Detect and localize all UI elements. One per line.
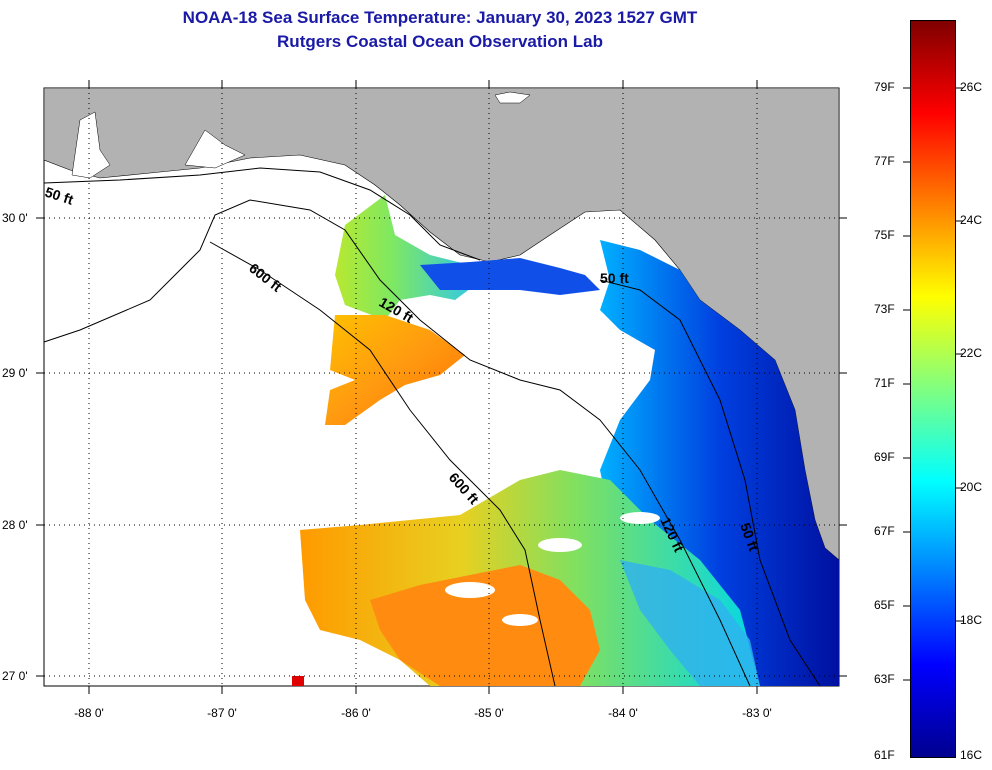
longitude-label: -87 0' [207, 706, 237, 720]
contour-line-50ft-east [599, 279, 821, 687]
colorbar-label-f: 67F [874, 524, 895, 538]
colorbar-label-f: 61F [874, 748, 895, 762]
colorbar-label-f: 71F [874, 376, 895, 390]
colorbar-label-f: 65F [874, 598, 895, 612]
longitude-label: -84 0' [608, 706, 638, 720]
longitude-label: -86 0' [341, 706, 371, 720]
longitude-label: -85 0' [474, 706, 504, 720]
contour-line-120ft [43, 199, 751, 687]
bay-area [71, 111, 111, 179]
latitude-label: 27 0' [2, 669, 28, 683]
tick-marks [36, 80, 847, 694]
longitude-label: -88 0' [74, 706, 104, 720]
colorbar-label-c: 16C [960, 748, 983, 762]
cloud-gap [445, 582, 495, 598]
colorbar-label-f: 79F [874, 80, 895, 94]
colorbar-ticks [903, 87, 963, 681]
map-subtitle: Rutgers Coastal Ocean Observation Lab [277, 32, 603, 51]
cloud-gap [538, 538, 582, 552]
colorbar-label-c: 18C [960, 613, 983, 627]
contour-line-600ft [209, 241, 556, 687]
temperature-colorbar [910, 20, 956, 758]
latitude-label: 29 0' [2, 366, 28, 380]
sst-patch-south-warm [370, 565, 600, 686]
contour-line-50ft-west [43, 167, 481, 261]
colorbar-label-f: 73F [874, 302, 895, 316]
sst-patch-big-bend [420, 258, 600, 295]
bay-area [184, 129, 246, 169]
hot-pixel [292, 676, 304, 686]
colorbar-label-f: 75F [874, 228, 895, 242]
colorbar-label-c: 26C [960, 80, 983, 94]
latitude-label: 28 0' [2, 518, 28, 532]
colorbar-label-f: 77F [874, 154, 895, 168]
land-mass [43, 87, 840, 561]
colorbar-label-f: 69F [874, 450, 895, 464]
map-title: NOAA-18 Sea Surface Temperature: January… [182, 8, 698, 27]
bay-area [494, 91, 531, 104]
latitude-label: 30 0' [2, 211, 28, 225]
longitude-label: -83 0' [742, 706, 772, 720]
contour-label: 50 ft [600, 270, 629, 286]
sst-patch-southeast-cool [620, 560, 760, 686]
colorbar-label-c: 22C [960, 346, 983, 360]
colorbar-label-f: 63F [874, 672, 895, 686]
colorbar-label-c: 24C [960, 213, 983, 227]
colorbar-label-c: 20C [960, 480, 983, 494]
cloud-gap [502, 614, 538, 626]
cloud-gap [620, 512, 660, 524]
